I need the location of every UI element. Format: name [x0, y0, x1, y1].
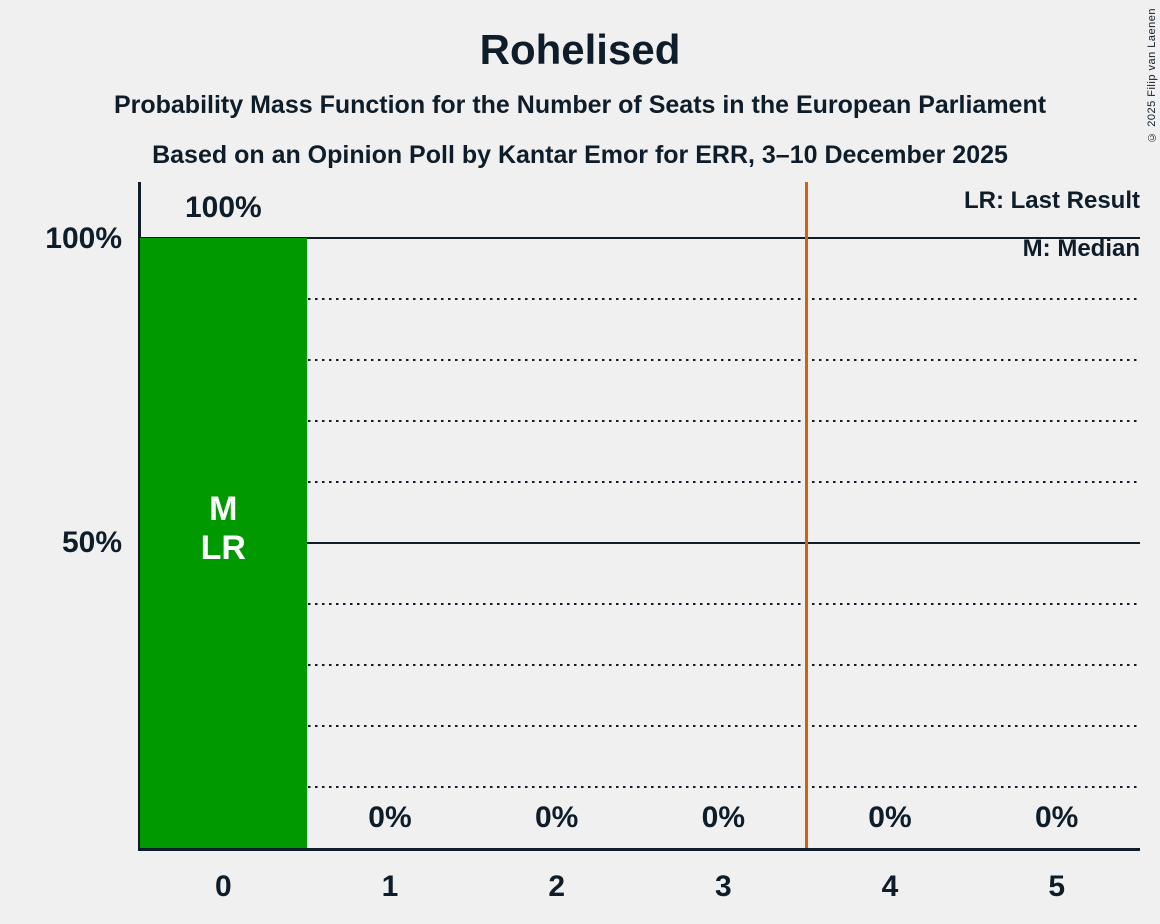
gridline-dotted-30	[140, 664, 1140, 666]
gridline-solid-100	[140, 237, 1140, 239]
bar-value-label-1: 0%	[368, 801, 412, 834]
bar-value-label-4: 0%	[868, 801, 912, 834]
y-axis-label-50: 50%	[61, 526, 122, 559]
copyright-notice: © 2025 Filip van Laenen	[1146, 8, 1158, 143]
gridline-dotted-40	[140, 603, 1140, 605]
x-tick-label-0: 0	[214, 870, 232, 903]
x-tick-label-3: 3	[715, 870, 732, 903]
x-tick-label-1: 1	[381, 870, 399, 903]
plot-area: M LR 100% 0% 0% 0% 0% 0%	[140, 182, 1140, 848]
x-axis-line	[138, 848, 1140, 851]
bar-value-label-3: 0%	[701, 801, 745, 834]
bar-value-label-0: 100%	[184, 191, 262, 224]
majority-threshold-line	[805, 182, 809, 848]
bar-seats-0: M LR	[140, 238, 307, 848]
bar-value-label-2: 0%	[534, 801, 579, 834]
last-result-marker: LR	[200, 529, 246, 567]
gridline-dotted-90	[140, 298, 1140, 300]
bar-value-label-5: 0%	[1034, 801, 1079, 834]
chart-subtitle-line2: Based on an Opinion Poll by Kantar Emor …	[152, 141, 1008, 169]
gridline-dotted-20	[140, 725, 1140, 727]
y-axis-label-100: 100%	[45, 222, 122, 255]
x-tick-label-2: 2	[548, 870, 566, 903]
chart-title: Rohelised	[479, 26, 681, 73]
gridline-solid-50	[140, 542, 1140, 544]
median-last-result-markers: M LR	[140, 490, 307, 568]
gridline-dotted-70	[140, 420, 1140, 422]
x-axis-labels: 0 1 2 3 4 5	[140, 868, 1140, 906]
gridline-dotted-80	[140, 359, 1140, 361]
median-marker: M	[209, 490, 238, 528]
chart-subtitle-line1: Probability Mass Function for the Number…	[113, 91, 1047, 119]
legend-last-result: LR: Last Result	[963, 187, 1140, 214]
legend-median: M: Median	[1022, 235, 1140, 262]
gridline-dotted-10	[140, 786, 1140, 788]
gridline-dotted-60	[140, 481, 1140, 483]
x-tick-label-5: 5	[1048, 870, 1066, 903]
x-tick-label-4: 4	[881, 870, 899, 903]
y-axis-line	[138, 182, 141, 851]
